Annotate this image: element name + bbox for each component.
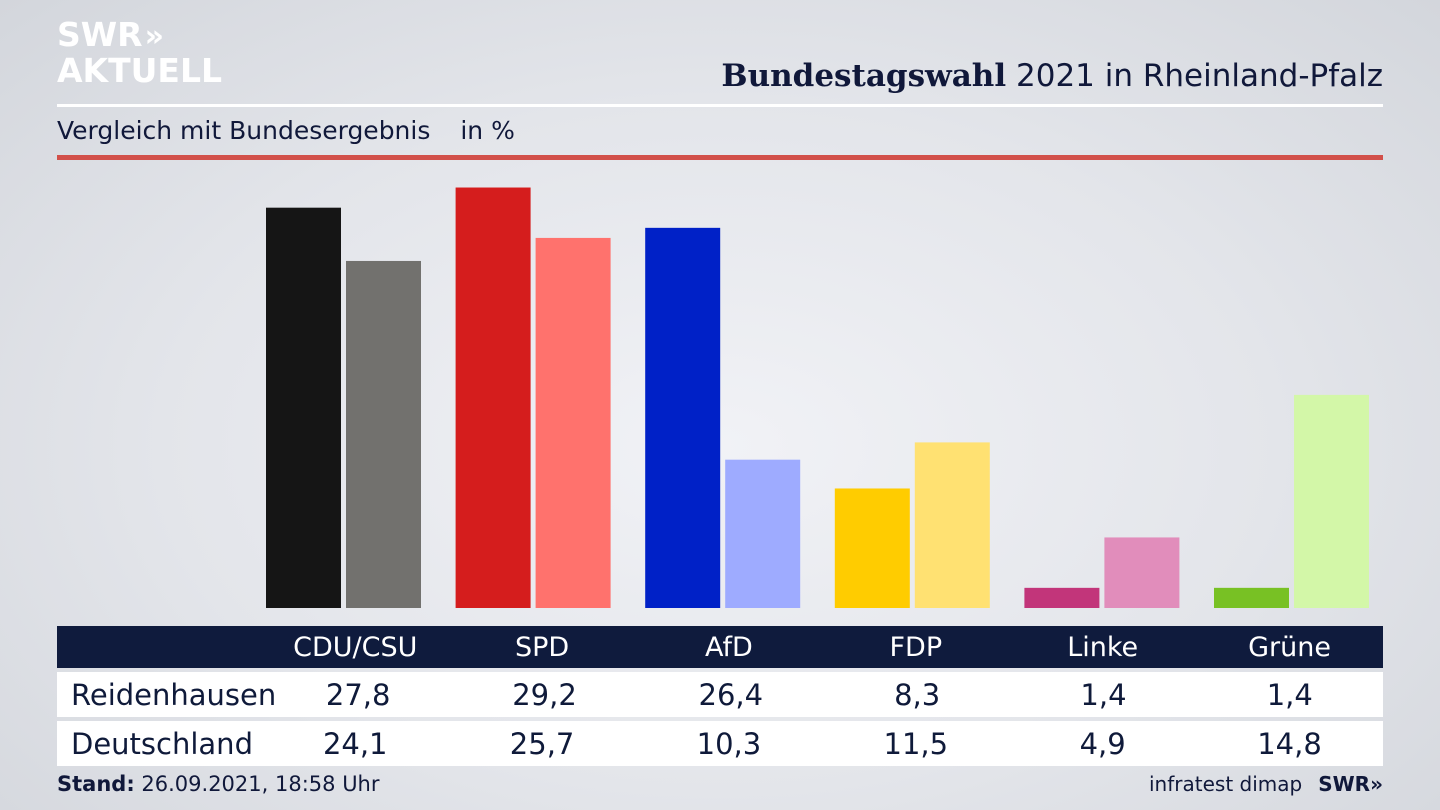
value-deutschland-gruene: 14,8: [1257, 726, 1322, 761]
page-title: Bundestagswahl 2021 in Rheinland-Pfalz: [721, 58, 1383, 94]
bar-linke-reidenhausen: [1024, 587, 1100, 608]
swr-aktuell-logo: SWR» AKTUELL: [57, 18, 222, 88]
stand-label: Stand:: [57, 772, 135, 796]
party-header-afd: AfD: [705, 631, 753, 663]
logo-aktuell-text: AKTUELL: [57, 51, 223, 90]
bar-gruene-reidenhausen: [1214, 587, 1289, 608]
value-deutschland-spd: 25,7: [509, 726, 575, 761]
unit-text: in %: [460, 116, 515, 145]
value-reidenhausen-fdp: 8,3: [894, 677, 941, 712]
row-label-deutschland: Deutschland: [71, 726, 253, 761]
bar-gruene-deutschland: [1294, 394, 1369, 608]
bar-linke-deutschland: [1104, 537, 1180, 608]
accent-divider: [57, 155, 1383, 160]
value-reidenhausen-linke: 1,4: [1080, 677, 1127, 712]
timestamp: Stand: 26.09.2021, 18:58 Uhr: [57, 772, 380, 796]
bar-fdp-reidenhausen: [834, 488, 910, 608]
party-header-fdp: FDP: [889, 631, 943, 663]
bar-fdp-deutschland: [914, 442, 990, 608]
value-reidenhausen-spd: 29,2: [512, 677, 577, 712]
bar-cdu-deutschland: [346, 260, 421, 608]
results-table: CDU/CSU SPD AfD FDP Linke Grüne Reidenha…: [57, 626, 1383, 766]
stand-value: 26.09.2021, 18:58 Uhr: [141, 772, 380, 796]
table-row-reidenhausen: Reidenhausen 27,8 29,2 26,4 8,3 1,4 1,4: [57, 672, 1383, 717]
bar-afd-deutschland: [725, 459, 801, 608]
value-reidenhausen-cdu: 27,8: [325, 677, 391, 712]
bar-spd-deutschland: [535, 237, 611, 609]
bar-afd-reidenhausen: [645, 227, 721, 608]
party-header-gruene: Grüne: [1248, 631, 1331, 663]
value-deutschland-linke: 4,9: [1079, 726, 1126, 761]
bar-spd-reidenhausen: [455, 187, 531, 608]
bar-chart: [266, 187, 1369, 609]
table-header-row: CDU/CSU SPD AfD FDP Linke Grüne: [57, 626, 1383, 668]
title-rest: 2021 in Rheinland-Pfalz: [1016, 58, 1383, 94]
subtitle-text: Vergleich mit Bundesergebnis: [57, 116, 431, 145]
value-deutschland-afd: 10,3: [696, 726, 762, 761]
chart-subtitle: Vergleich mit Bundesergebnis in %: [57, 116, 515, 145]
bar-cdu-reidenhausen: [266, 207, 341, 608]
value-deutschland-fdp: 11,5: [883, 726, 949, 761]
title-bold: Bundestagswahl: [721, 58, 1007, 94]
source-text: infratest dimap: [1149, 772, 1303, 796]
party-header-linke: Linke: [1067, 631, 1139, 663]
party-header-spd: SPD: [514, 631, 570, 663]
value-reidenhausen-gruene: 1,4: [1266, 677, 1313, 712]
logo-swr-text: SWR: [57, 15, 143, 54]
source-credit: infratest dimap SWR»: [1149, 772, 1383, 796]
value-deutschland-cdu: 24,1: [322, 726, 388, 761]
table-row-deutschland: Deutschland 24,1 25,7 10,3 11,5 4,9 14,8: [57, 721, 1383, 766]
footer-swr-logo: SWR»: [1318, 772, 1383, 796]
value-reidenhausen-afd: 26,4: [698, 677, 764, 712]
row-label-reidenhausen: Reidenhausen: [71, 677, 277, 712]
party-header-cdu: CDU/CSU: [293, 631, 418, 663]
title-divider: [57, 104, 1383, 107]
